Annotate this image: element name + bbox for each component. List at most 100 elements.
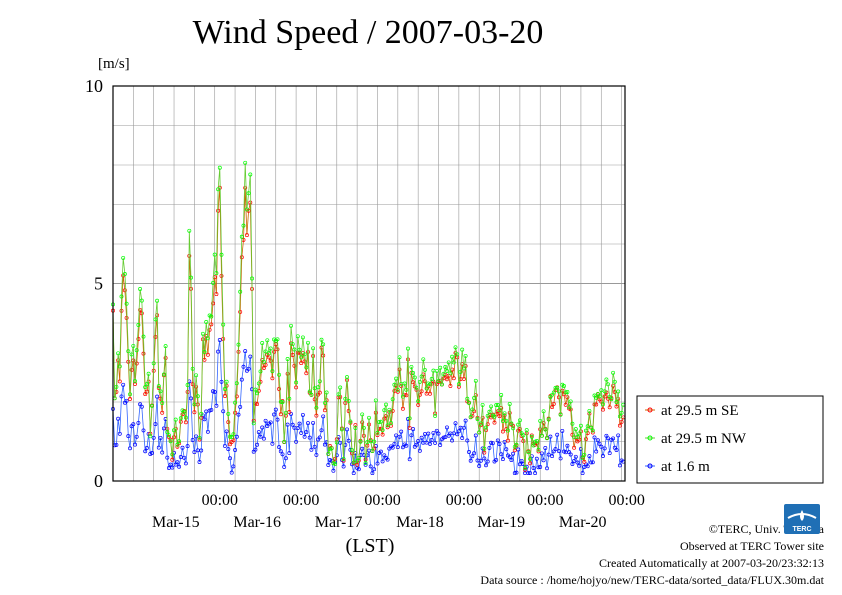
data-point <box>482 456 487 461</box>
footer-created: Created Automatically at 2007-03-20/23:3… <box>599 556 824 570</box>
data-point <box>246 191 251 196</box>
legend: at 29.5 m SE at 29.5 m NW at 1.6 m <box>636 395 824 484</box>
data-point <box>614 448 619 452</box>
data-point <box>461 425 466 430</box>
data-point <box>134 361 139 366</box>
data-point <box>202 357 207 362</box>
footer-source: Data source : /home/hojyo/new/TERC-data/… <box>480 573 824 587</box>
data-point <box>516 447 521 452</box>
data-point <box>370 449 375 453</box>
data-point <box>497 442 502 446</box>
data-point <box>272 412 277 417</box>
data-point <box>299 361 304 366</box>
data-point <box>365 453 370 458</box>
data-point <box>490 441 495 446</box>
data-point <box>263 418 268 423</box>
data-point <box>341 464 346 469</box>
data-point <box>205 429 210 434</box>
series-1 <box>111 160 626 470</box>
data-point <box>209 407 214 412</box>
data-point <box>268 358 273 363</box>
data-point <box>239 377 244 382</box>
data-point <box>350 448 354 453</box>
data-point <box>156 445 161 450</box>
data-point <box>294 385 299 390</box>
data-point <box>468 415 473 419</box>
data-point <box>322 408 327 413</box>
x-tick-date: Mar-16 <box>233 514 281 531</box>
data-point <box>441 371 446 376</box>
data-point <box>434 368 439 373</box>
data-point <box>484 425 488 430</box>
data-point <box>531 443 536 448</box>
data-point <box>233 448 238 452</box>
data-point <box>380 459 385 464</box>
data-point <box>375 430 380 435</box>
data-point <box>482 446 487 451</box>
data-point <box>573 454 578 459</box>
data-point <box>183 461 188 466</box>
data-point <box>336 392 341 397</box>
data-point <box>199 448 204 453</box>
data-point <box>528 456 533 461</box>
data-point <box>192 410 197 415</box>
data-point <box>136 420 141 425</box>
data-point <box>526 450 531 455</box>
data-point <box>594 449 599 454</box>
data-point <box>260 341 265 345</box>
data-point <box>380 432 385 437</box>
data-point <box>480 402 485 407</box>
data-point <box>472 451 477 456</box>
data-point <box>445 377 449 382</box>
data-point <box>251 421 256 426</box>
data-point <box>268 420 273 425</box>
data-point <box>155 298 160 303</box>
data-point <box>151 361 156 366</box>
data-point <box>280 400 285 405</box>
data-point <box>387 407 392 412</box>
data-point <box>182 455 187 460</box>
data-point <box>407 457 412 462</box>
data-point <box>285 357 290 361</box>
data-point <box>219 252 224 257</box>
data-point <box>282 464 287 469</box>
data-point <box>346 398 351 403</box>
data-point <box>565 390 570 394</box>
data-point <box>422 379 427 384</box>
data-point <box>302 352 307 357</box>
data-point <box>390 408 395 413</box>
data-point <box>197 460 202 464</box>
data-point <box>402 381 407 386</box>
data-point <box>397 367 402 372</box>
data-point <box>211 301 215 306</box>
data-point <box>395 445 400 450</box>
data-point <box>204 320 209 324</box>
legend-marker <box>647 463 653 469</box>
data-point <box>248 172 253 177</box>
data-point <box>226 420 231 425</box>
data-point <box>470 407 475 412</box>
data-point <box>248 200 253 205</box>
data-point <box>482 450 487 455</box>
data-point <box>451 431 456 436</box>
data-point <box>263 349 268 354</box>
data-point <box>456 384 461 389</box>
data-point <box>234 381 239 386</box>
data-point <box>478 458 483 463</box>
legend-label: at 29.5 m SE <box>661 403 739 419</box>
data-point <box>236 412 241 417</box>
data-point <box>241 364 246 369</box>
data-point <box>611 436 616 441</box>
data-point <box>217 338 222 342</box>
data-point <box>477 430 482 435</box>
data-point <box>617 414 622 419</box>
data-point <box>346 409 351 413</box>
axes: 051000:00Mar-1500:00Mar-1600:00Mar-1700:… <box>85 76 645 531</box>
data-point <box>595 438 600 443</box>
data-point <box>619 410 624 415</box>
data-point <box>255 402 260 407</box>
data-point <box>116 351 121 356</box>
data-point <box>453 421 458 426</box>
logo-text: TERC <box>792 526 811 533</box>
data-point <box>504 447 509 452</box>
